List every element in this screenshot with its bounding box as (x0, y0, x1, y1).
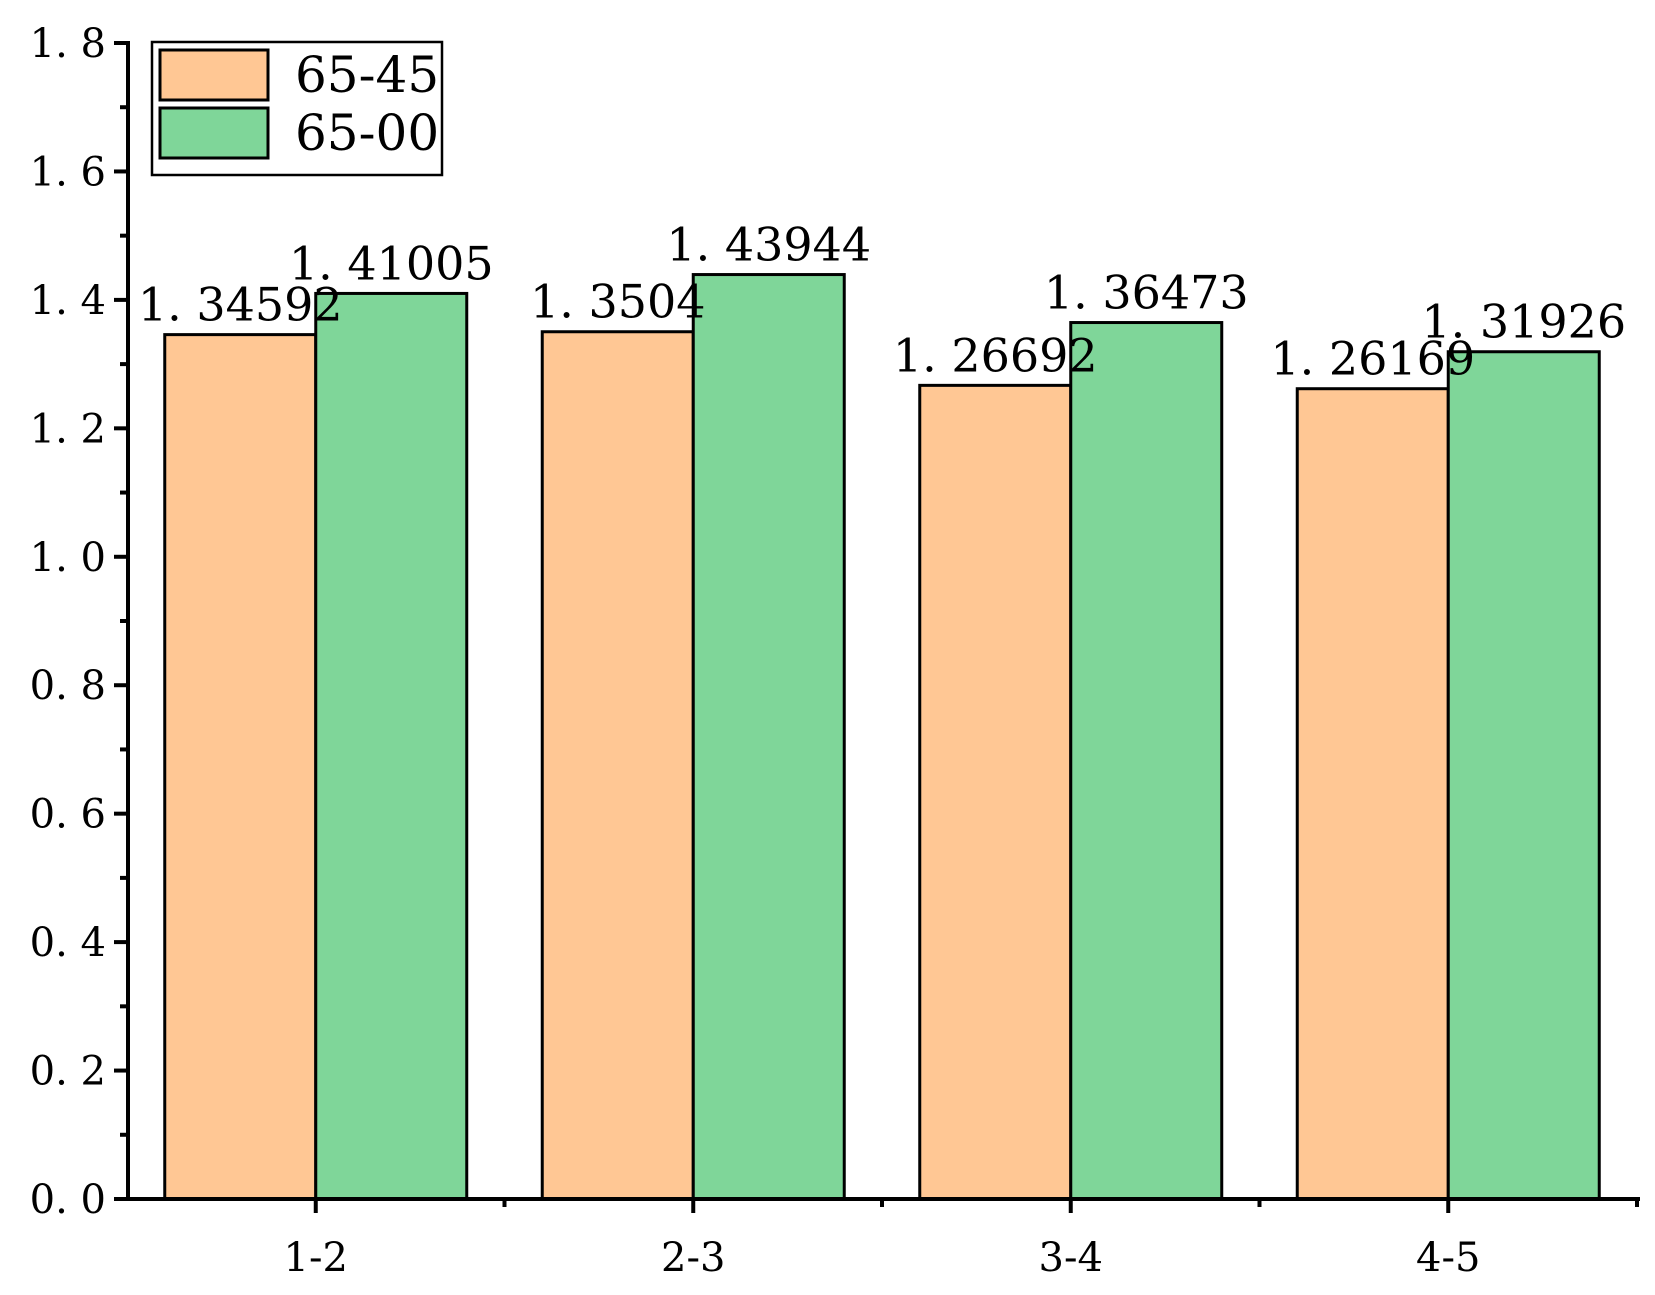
x-tick-label-3-4: 3-4 (1039, 1235, 1103, 1281)
x-tick-label-4-5: 4-5 (1416, 1235, 1480, 1281)
bar-65-00-2-3 (691, 273, 846, 1201)
data-label-65-00-2-3: 1. 43944 (666, 218, 871, 272)
y-tick-label: 1. 0 (30, 535, 106, 581)
data-label-65-45-1-2: 1. 34592 (138, 278, 343, 332)
bar-65-00-3-4 (1069, 321, 1224, 1201)
y-tick-label: 0. 6 (30, 792, 106, 838)
legend-label-65-00: 65-00 (295, 104, 439, 162)
x-tick-label-1-2: 1-2 (284, 1235, 348, 1281)
data-label-65-00-3-4: 1. 36473 (1044, 266, 1249, 320)
legend-label-65-45: 65-45 (295, 46, 439, 104)
data-label-65-45-2-3: 1. 3504 (530, 275, 706, 329)
bar-65-45-1-2 (163, 333, 318, 1201)
bar-65-00-4-5 (1446, 350, 1601, 1201)
bar-65-45-3-4 (918, 383, 1073, 1201)
y-tick-label: 0. 2 (30, 1049, 106, 1095)
data-labels-layer: 1. 34592 1. 3504 1. 26692 1. 26169 1. 41005 1… (138, 218, 1626, 386)
y-tick-label: 1. 2 (30, 406, 106, 452)
legend-swatch-65-00 (158, 106, 270, 160)
y-tick-label: 0. 4 (30, 920, 106, 966)
legend-swatch-65-45 (158, 48, 270, 102)
y-tick-label: 1. 8 (30, 21, 106, 67)
data-label-65-00-1-2: 1. 41005 (289, 236, 494, 290)
bar-65-45-2-3 (540, 330, 695, 1201)
x-tick-label-2-3: 2-3 (661, 1235, 725, 1281)
y-tick-label: 1. 6 (30, 149, 106, 195)
y-tick-label: 1. 4 (30, 278, 106, 324)
bar-65-00-1-2 (314, 291, 469, 1201)
axes-layer: 0. 0 0. 2 0. 4 0. 6 0. 8 1. 0 1. 2 1. 4 1. 6 1. 8… (30, 21, 1640, 1281)
data-label-65-45-3-4: 1. 26692 (893, 328, 1098, 382)
y-tick-label: 0. 8 (30, 663, 106, 709)
y-tick-label: 0. 0 (30, 1177, 106, 1223)
data-label-65-00-4-5: 1. 31926 (1421, 295, 1626, 349)
data-label-65-45-4-5: 1. 26169 (1270, 332, 1475, 386)
bars-layer (163, 273, 1601, 1201)
bar-65-45-4-5 (1295, 387, 1450, 1201)
